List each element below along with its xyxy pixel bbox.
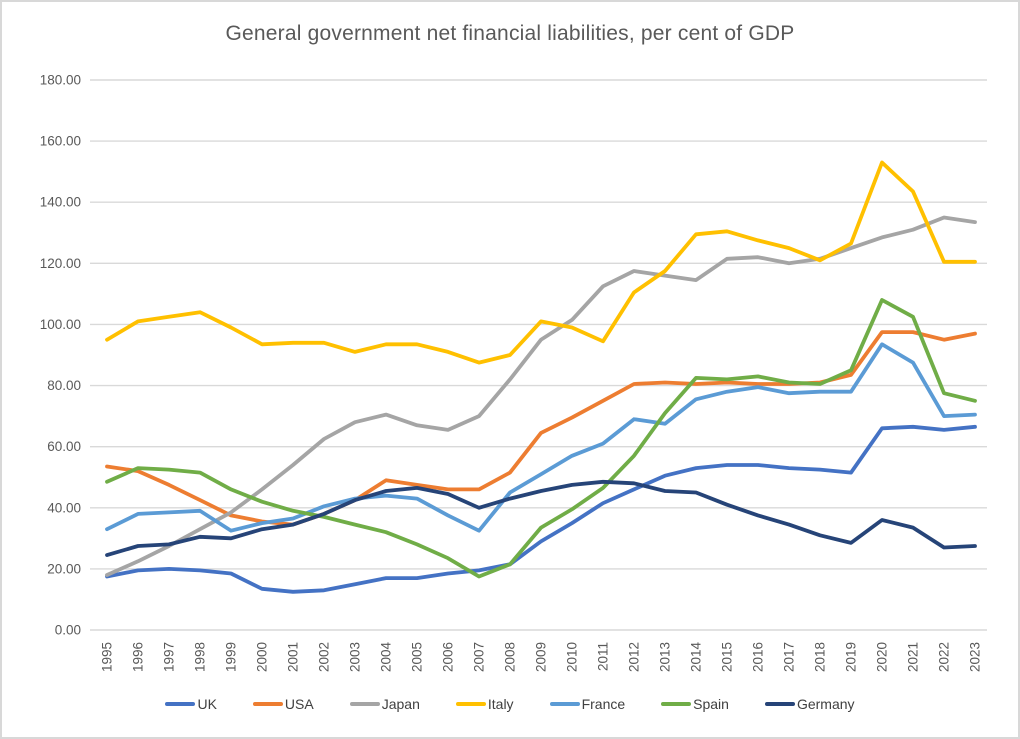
- x-tick-label: 2005: [410, 642, 425, 672]
- series-line-uk: [105, 424, 977, 594]
- x-tick-label: 1998: [193, 642, 208, 672]
- gridlines: [90, 79, 987, 631]
- x-tick-label: 2020: [875, 642, 890, 672]
- legend-item-spain: Spain: [661, 696, 729, 712]
- x-tick-label: 1995: [100, 642, 115, 672]
- x-tick-label: 2022: [937, 642, 952, 672]
- x-tick-label: 1996: [131, 642, 146, 672]
- y-tick-label: 140.00: [40, 195, 81, 210]
- series-line-germany: [105, 479, 977, 557]
- legend-swatch-spain: [661, 702, 692, 706]
- x-tick-label: 2013: [658, 642, 673, 672]
- series-line-france: [105, 342, 977, 533]
- legend-label: Italy: [487, 696, 514, 712]
- x-tick-label: 2007: [472, 642, 487, 672]
- legend-swatch-france: [549, 702, 580, 706]
- x-tick-label: 2010: [565, 642, 580, 672]
- y-tick-label: 180.00: [40, 73, 81, 88]
- legend-label: Spain: [693, 696, 729, 712]
- x-tick-label: 1999: [224, 642, 239, 672]
- series-line-japan: [105, 215, 977, 577]
- y-tick-label: 0.00: [55, 623, 81, 638]
- x-tick-label: 2015: [720, 642, 735, 672]
- x-tick-label: 2018: [813, 642, 828, 672]
- x-tick-label: 1997: [162, 642, 177, 672]
- x-tick-label: 2014: [689, 642, 704, 673]
- legend-swatch-japan: [349, 702, 380, 706]
- x-tick-label: 2006: [441, 642, 456, 672]
- x-tick-label: 2003: [348, 642, 363, 672]
- x-tick-label: 2009: [534, 642, 549, 672]
- x-tick-label: 2001: [286, 642, 301, 672]
- series-line-usa: [105, 330, 977, 527]
- legend-item-france: France: [549, 696, 626, 712]
- y-tick-label: 100.00: [40, 317, 81, 332]
- legend-swatch-uk: [165, 702, 196, 706]
- legend: UK USA Japan Italy France Spain Germany: [2, 696, 1018, 712]
- series-line-italy: [105, 160, 977, 365]
- legend-item-uk: UK: [165, 696, 217, 712]
- plot-area: 0.00 20.00 40.00 60.00 80.00 100.00 120.00 140.…: [40, 73, 987, 673]
- x-tick-label: 2023: [968, 642, 983, 672]
- x-tick-label: 2017: [782, 642, 797, 672]
- chart-title: General government net financial liabili…: [225, 22, 795, 45]
- x-tick-label: 2004: [379, 642, 394, 673]
- y-tick-label: 120.00: [40, 256, 81, 271]
- legend-item-germany: Germany: [764, 696, 855, 712]
- y-tick-label: 160.00: [40, 134, 81, 149]
- legend-swatch-italy: [455, 702, 486, 706]
- legend-swatch-germany: [764, 702, 795, 706]
- y-tick-label: 80.00: [47, 378, 81, 393]
- legend-item-italy: Italy: [455, 696, 514, 712]
- x-tick-label: 2011: [596, 642, 611, 671]
- x-tick-label: 2016: [751, 642, 766, 672]
- legend-item-usa: USA: [252, 696, 314, 712]
- y-tick-label: 20.00: [47, 561, 81, 576]
- y-tick-label: 40.00: [47, 500, 81, 515]
- x-tick-label: 2002: [317, 642, 332, 672]
- legend-label: France: [581, 696, 626, 712]
- legend-item-japan: Japan: [349, 696, 420, 712]
- x-tick-label: 2000: [255, 642, 270, 672]
- legend-label: USA: [284, 696, 314, 712]
- y-axis-labels: 0.00 20.00 40.00 60.00 80.00 100.00 120.00 140.…: [40, 73, 81, 638]
- series-lines: [105, 160, 977, 594]
- series-line-spain: [105, 298, 977, 579]
- x-tick-label: 2019: [844, 642, 859, 672]
- legend-swatch-usa: [252, 702, 283, 706]
- x-tick-label: 2021: [906, 642, 921, 672]
- y-tick-label: 60.00: [47, 439, 81, 454]
- legend-label: Japan: [381, 696, 420, 712]
- x-tick-label: 2012: [627, 642, 642, 672]
- x-tick-label: 2008: [503, 642, 518, 672]
- x-axis-labels: 1995 1996 1997 1998 1999 2000 2001 2002 2003 2004…: [100, 642, 983, 673]
- legend-label: Germany: [796, 696, 855, 712]
- legend-label: UK: [197, 696, 217, 712]
